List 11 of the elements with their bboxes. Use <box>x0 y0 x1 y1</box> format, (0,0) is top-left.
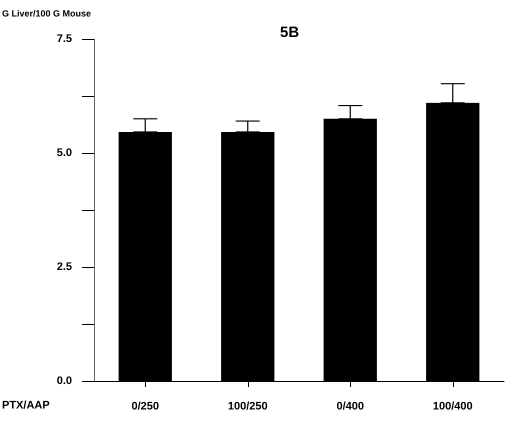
y-tick-label: 0.0 <box>56 375 72 387</box>
x-tick-label: 0/250 <box>131 400 160 412</box>
y-tick-label: 7.5 <box>56 33 72 45</box>
y-axis-title: G Liver/100 G Mouse <box>2 8 92 18</box>
y-tick-label: 2.5 <box>56 261 72 273</box>
chart-title: 5B <box>280 24 300 41</box>
y-tick-label: 5.0 <box>56 147 72 159</box>
x-axis-title: PTX/AAP <box>2 400 50 412</box>
x-tick-label: 100/250 <box>228 400 268 412</box>
x-tick-label: 100/400 <box>432 400 473 412</box>
x-tick-label: 0/400 <box>336 400 364 412</box>
